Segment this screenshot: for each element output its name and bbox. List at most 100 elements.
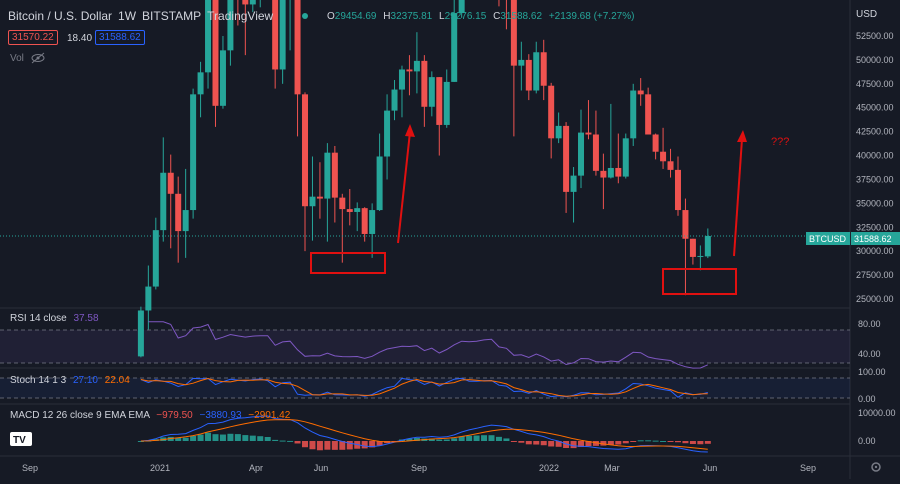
candle-body[interactable] [645,94,652,135]
candle-body[interactable] [600,170,607,178]
candle-body[interactable] [451,13,458,82]
candle-body[interactable] [384,110,391,157]
candle-body[interactable] [182,210,189,232]
candle-body[interactable] [630,90,637,139]
price-axis[interactable]: 52500.00 50000.00 47500.00 45000.00 42500.00… [856,31,894,304]
sell-price-box[interactable]: 31570.22 [8,30,58,45]
support-box-drawing[interactable] [310,252,386,274]
candle-body[interactable] [197,72,204,95]
stoch-d-line[interactable] [140,377,708,397]
visibility-eye-icon[interactable] [31,52,45,64]
currency-label[interactable]: USD [856,9,877,20]
candle-body[interactable] [585,132,592,135]
candle-body[interactable] [518,59,525,66]
candle-body[interactable] [279,0,286,70]
macd-hist-bar [205,432,212,441]
rsi-legend[interactable]: RSI 14 close 37.58 [10,313,99,324]
candle-body[interactable] [674,169,681,211]
candle-body[interactable] [331,152,338,198]
candle-body[interactable] [346,209,353,212]
candle-body[interactable] [622,138,629,177]
candle-body[interactable] [533,52,540,91]
candle-body[interactable] [697,255,704,257]
candle-body[interactable] [316,196,323,199]
buy-price-box[interactable]: 31588.62 [95,30,145,45]
candle-body[interactable] [570,175,577,192]
candle-body[interactable] [555,125,562,139]
candle-body[interactable] [548,85,555,139]
candle-body[interactable] [324,152,331,199]
macd-line[interactable] [140,415,708,453]
candle-body[interactable] [309,196,316,207]
candle-body[interactable] [660,151,667,162]
candle-body[interactable] [428,77,435,107]
candle-body[interactable] [249,0,256,5]
stoch-k-line[interactable] [140,377,708,398]
candle-body[interactable] [607,167,614,178]
candle-body[interactable] [227,0,234,51]
settings-gear-icon[interactable] [871,462,881,472]
support-box-drawing[interactable] [662,268,737,295]
macd-legend[interactable]: MACD 12 26 close 9 EMA EMA −979.50 −3880… [10,410,290,421]
candle-body[interactable] [682,210,689,239]
tradingview-logo[interactable]: TV [10,432,32,446]
arrowhead [405,124,415,137]
macd-hist-bar [137,441,144,442]
volume-label[interactable]: Vol [10,53,24,64]
candle-body[interactable] [689,238,696,257]
candle-body[interactable] [667,161,674,170]
candle-body[interactable] [458,0,465,14]
candle-body[interactable] [145,286,152,311]
candle-body[interactable] [525,59,532,91]
candle-body[interactable] [652,134,659,152]
symbol-header[interactable]: Bitcoin / U.S. Dollar 1W BITSTAMP TradingVi… [8,9,279,23]
candle-body[interactable] [302,94,309,207]
candle-body[interactable] [510,0,517,66]
candle-body[interactable] [436,77,443,125]
interval[interactable]: 1W [118,9,137,23]
candle-body[interactable] [413,60,420,72]
trend-arrow-drawing[interactable] [733,138,743,257]
candle-body[interactable] [391,89,398,111]
macd-signal-line[interactable] [140,419,708,450]
candle-body[interactable] [443,81,450,125]
candle-body[interactable] [637,90,644,95]
candle-body[interactable] [354,208,361,212]
candle-body[interactable] [398,69,405,90]
candle-body[interactable] [406,69,413,72]
candle-body[interactable] [152,230,159,287]
candle-body[interactable] [578,132,585,176]
stoch-legend-label: Stoch 14 1 3 [10,375,67,386]
candle-body[interactable] [540,52,547,86]
stoch-legend[interactable]: Stoch 14 1 3 27.10 22.04 [10,375,130,386]
macd-histogram[interactable] [137,432,711,451]
candle-body[interactable] [592,134,599,171]
candle-body[interactable] [339,197,346,210]
candle-body[interactable] [219,50,226,106]
candle-body[interactable] [294,0,301,95]
candle-body[interactable] [704,235,711,257]
candle-body[interactable] [242,0,249,5]
trend-arrow-drawing[interactable] [397,131,411,244]
symbol-name[interactable]: Bitcoin / U.S. Dollar [8,9,113,23]
candle-body[interactable] [563,125,570,192]
rsi-line[interactable] [148,321,708,369]
candle-body[interactable] [175,193,182,232]
candle-body[interactable] [160,172,167,231]
candle-body[interactable] [272,0,279,70]
candle-body[interactable] [361,208,368,234]
candle-body[interactable] [615,167,622,177]
candlestick-series[interactable] [137,0,711,358]
annotation-text[interactable]: ??? [771,136,789,148]
candle-body[interactable] [212,0,219,106]
candle-body[interactable] [421,60,428,107]
candle-body[interactable] [137,310,144,357]
time-axis[interactable]: Sep 2021 Apr Jun Sep 2022 Mar Jun Sep [22,463,816,473]
candle-body[interactable] [205,0,212,73]
candle-body[interactable] [376,156,383,211]
candle-body[interactable] [167,172,174,194]
candle-body[interactable] [369,210,376,234]
candle-body[interactable] [190,94,197,211]
